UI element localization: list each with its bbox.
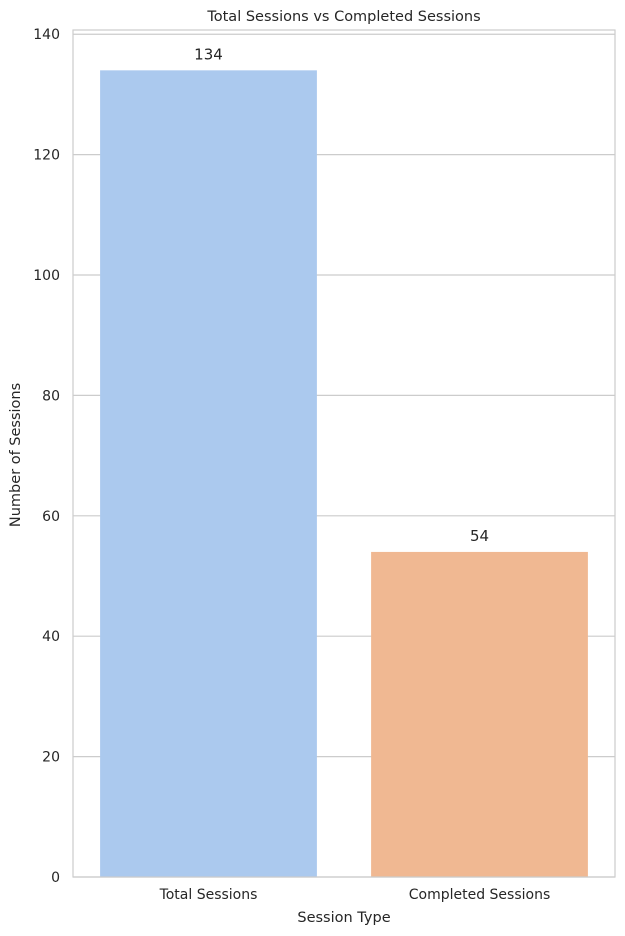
y-tick-label: 140 bbox=[33, 27, 60, 43]
bars bbox=[100, 70, 588, 878]
bar-value-label: 54 bbox=[470, 527, 489, 545]
y-tick-label: 0 bbox=[51, 870, 60, 886]
y-tick-label: 120 bbox=[33, 148, 60, 164]
y-axis-label: Number of Sessions bbox=[8, 383, 24, 527]
plot-frame bbox=[72, 29, 616, 878]
x-axis-label: Session Type bbox=[297, 910, 390, 926]
bar-value-label: 134 bbox=[194, 45, 223, 63]
x-axis-ticks: Total Sessions Completed Sessions bbox=[159, 887, 551, 903]
chart-title: Total Sessions vs Completed Sessions bbox=[206, 9, 480, 25]
y-tick-label: 80 bbox=[42, 388, 60, 404]
bar-total-sessions bbox=[100, 70, 317, 878]
y-tick-label: 100 bbox=[33, 268, 60, 284]
y-tick-label: 20 bbox=[42, 750, 60, 766]
y-axis-ticks: 0 20 40 60 80 100 120 140 bbox=[33, 27, 60, 886]
y-tick-label: 60 bbox=[42, 509, 60, 525]
data-labels: 134 54 bbox=[194, 45, 489, 545]
x-tick-label: Total Sessions bbox=[159, 887, 258, 903]
bar-completed-sessions bbox=[371, 551, 588, 877]
x-tick-label: Completed Sessions bbox=[409, 887, 551, 903]
y-tick-label: 40 bbox=[42, 629, 60, 645]
